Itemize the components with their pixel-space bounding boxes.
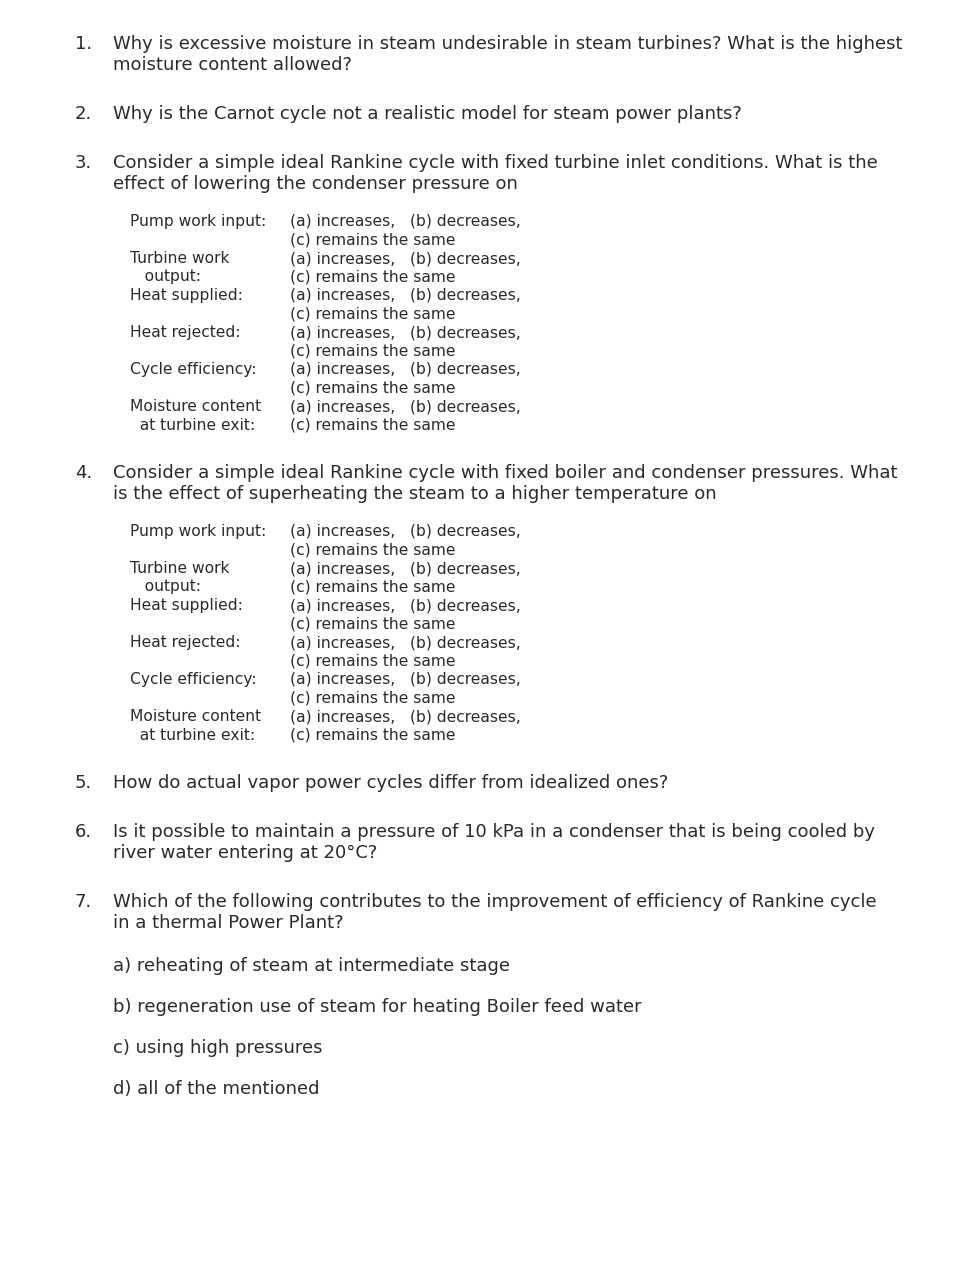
Text: (c) remains the same: (c) remains the same — [289, 270, 455, 284]
Text: Cycle efficiency:: Cycle efficiency: — [130, 672, 256, 687]
Text: Consider a simple ideal Rankine cycle with fixed turbine inlet conditions. What : Consider a simple ideal Rankine cycle wi… — [112, 154, 877, 172]
Text: (a) increases,   (b) decreases,: (a) increases, (b) decreases, — [289, 709, 520, 724]
Text: Pump work input:: Pump work input: — [130, 524, 266, 539]
Text: How do actual vapor power cycles differ from idealized ones?: How do actual vapor power cycles differ … — [112, 774, 668, 792]
Text: 3.: 3. — [75, 154, 92, 172]
Text: (a) increases,   (b) decreases,: (a) increases, (b) decreases, — [289, 214, 520, 229]
Text: (c) remains the same: (c) remains the same — [289, 306, 455, 321]
Text: (a) increases,   (b) decreases,: (a) increases, (b) decreases, — [289, 325, 520, 340]
Text: (c) remains the same: (c) remains the same — [289, 580, 455, 594]
Text: (c) remains the same: (c) remains the same — [289, 543, 455, 558]
Text: Why is excessive moisture in steam undesirable in steam turbines? What is the hi: Why is excessive moisture in steam undes… — [112, 35, 902, 52]
Text: 4.: 4. — [75, 463, 92, 483]
Text: (c) remains the same: (c) remains the same — [289, 690, 455, 705]
Text: 5.: 5. — [75, 774, 92, 792]
Text: effect of lowering the condenser pressure on: effect of lowering the condenser pressur… — [112, 175, 517, 193]
Text: b) regeneration use of steam for heating Boiler feed water: b) regeneration use of steam for heating… — [112, 998, 641, 1016]
Text: Moisture content: Moisture content — [130, 709, 261, 724]
Text: in a thermal Power Plant?: in a thermal Power Plant? — [112, 914, 343, 932]
Text: d) all of the mentioned: d) all of the mentioned — [112, 1080, 319, 1098]
Text: Pump work input:: Pump work input: — [130, 214, 266, 229]
Text: c) using high pressures: c) using high pressures — [112, 1039, 322, 1057]
Text: a) reheating of steam at intermediate stage: a) reheating of steam at intermediate st… — [112, 957, 510, 975]
Text: (a) increases,   (b) decreases,: (a) increases, (b) decreases, — [289, 524, 520, 539]
Text: is the effect of superheating the steam to a higher temperature on: is the effect of superheating the steam … — [112, 485, 716, 503]
Text: (c) remains the same: (c) remains the same — [289, 654, 455, 668]
Text: (a) increases,   (b) decreases,: (a) increases, (b) decreases, — [289, 251, 520, 266]
Text: Consider a simple ideal Rankine cycle with fixed boiler and condenser pressures.: Consider a simple ideal Rankine cycle wi… — [112, 463, 897, 483]
Text: Which of the following contributes to the improvement of efficiency of Rankine c: Which of the following contributes to th… — [112, 893, 875, 911]
Text: 1.: 1. — [75, 35, 92, 52]
Text: at turbine exit:: at turbine exit: — [130, 727, 255, 742]
Text: (a) increases,   (b) decreases,: (a) increases, (b) decreases, — [289, 598, 520, 613]
Text: (c) remains the same: (c) remains the same — [289, 417, 455, 433]
Text: moisture content allowed?: moisture content allowed? — [112, 56, 352, 74]
Text: Why is the Carnot cycle not a realistic model for steam power plants?: Why is the Carnot cycle not a realistic … — [112, 105, 741, 123]
Text: (a) increases,   (b) decreases,: (a) increases, (b) decreases, — [289, 561, 520, 576]
Text: river water entering at 20°C?: river water entering at 20°C? — [112, 844, 377, 861]
Text: Turbine work: Turbine work — [130, 561, 229, 576]
Text: Heat supplied:: Heat supplied: — [130, 598, 243, 613]
Text: output:: output: — [130, 580, 200, 594]
Text: Heat rejected:: Heat rejected: — [130, 635, 241, 650]
Text: Is it possible to maintain a pressure of 10 kPa in a condenser that is being coo: Is it possible to maintain a pressure of… — [112, 823, 874, 841]
Text: (a) increases,   (b) decreases,: (a) increases, (b) decreases, — [289, 362, 520, 378]
Text: 6.: 6. — [75, 823, 92, 841]
Text: (c) remains the same: (c) remains the same — [289, 727, 455, 742]
Text: Moisture content: Moisture content — [130, 399, 261, 413]
Text: (a) increases,   (b) decreases,: (a) increases, (b) decreases, — [289, 288, 520, 303]
Text: Cycle efficiency:: Cycle efficiency: — [130, 362, 256, 378]
Text: 2.: 2. — [75, 105, 92, 123]
Text: (a) increases,   (b) decreases,: (a) increases, (b) decreases, — [289, 399, 520, 413]
Text: Turbine work: Turbine work — [130, 251, 229, 266]
Text: Heat supplied:: Heat supplied: — [130, 288, 243, 303]
Text: at turbine exit:: at turbine exit: — [130, 417, 255, 433]
Text: (c) remains the same: (c) remains the same — [289, 617, 455, 631]
Text: Heat rejected:: Heat rejected: — [130, 325, 241, 340]
Text: (c) remains the same: (c) remains the same — [289, 343, 455, 358]
Text: 7.: 7. — [75, 893, 92, 911]
Text: (c) remains the same: (c) remains the same — [289, 380, 455, 396]
Text: (c) remains the same: (c) remains the same — [289, 233, 455, 247]
Text: output:: output: — [130, 270, 200, 284]
Text: (a) increases,   (b) decreases,: (a) increases, (b) decreases, — [289, 672, 520, 687]
Text: (a) increases,   (b) decreases,: (a) increases, (b) decreases, — [289, 635, 520, 650]
